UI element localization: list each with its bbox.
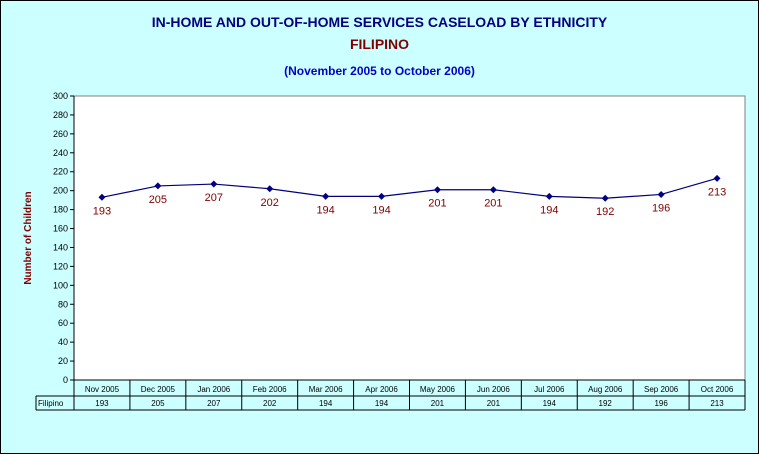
- data-point: [545, 192, 553, 200]
- x-tick-label: Jul 2006: [534, 385, 565, 394]
- table-value: 193: [95, 399, 109, 408]
- y-axis-label: Number of Children: [23, 191, 34, 284]
- y-tick-label: 260: [53, 129, 68, 139]
- data-label: 201: [428, 198, 446, 210]
- x-tick-label: Dec 2005: [141, 385, 176, 394]
- data-point: [433, 186, 441, 194]
- chart-period: (November 2005 to October 2006): [284, 64, 475, 78]
- data-point: [489, 186, 497, 194]
- table-value: 202: [263, 399, 277, 408]
- x-tick-label: Aug 2006: [588, 385, 623, 394]
- y-tick-label: 120: [53, 261, 68, 271]
- data-point: [154, 182, 162, 190]
- table-value: 196: [654, 399, 668, 408]
- y-tick-label: 0: [63, 375, 68, 385]
- data-point: [657, 190, 665, 198]
- x-tick-label: Jan 2006: [197, 385, 230, 394]
- table-value: 201: [431, 399, 445, 408]
- data-label: 193: [93, 205, 111, 217]
- data-label: 205: [149, 194, 167, 206]
- data-point: [266, 185, 274, 193]
- x-tick-label: Nov 2005: [85, 385, 120, 394]
- x-tick-label: May 2006: [420, 385, 456, 394]
- data-label: 194: [540, 204, 558, 216]
- chart-title: IN-HOME AND OUT-OF-HOME SERVICES CASELOA…: [151, 14, 608, 30]
- x-tick-label: Feb 2006: [253, 385, 287, 394]
- data-label: 207: [205, 192, 223, 204]
- table-series-name: Filipino: [38, 399, 64, 408]
- data-label: 202: [261, 197, 279, 209]
- y-tick-label: 60: [58, 318, 68, 328]
- x-tick-label: Mar 2006: [309, 385, 343, 394]
- table-value: 194: [319, 399, 333, 408]
- data-point: [713, 174, 721, 182]
- x-tick-label: Oct 2006: [701, 385, 734, 394]
- x-tick-label: Apr 2006: [365, 385, 398, 394]
- y-tick-label: 160: [53, 224, 68, 234]
- data-label: 201: [484, 198, 502, 210]
- table-value: 213: [710, 399, 724, 408]
- data-point: [378, 192, 386, 200]
- table-value: 192: [599, 399, 613, 408]
- table-value: 205: [151, 399, 165, 408]
- table-value: 207: [207, 399, 221, 408]
- y-tick-label: 140: [53, 242, 68, 252]
- y-tick-label: 180: [53, 205, 68, 215]
- y-tick-label: 80: [58, 299, 68, 309]
- data-point: [98, 193, 106, 201]
- table-value: 201: [487, 399, 501, 408]
- x-tick-label: Sep 2006: [644, 385, 679, 394]
- y-tick-label: 240: [53, 148, 68, 158]
- y-tick-label: 300: [53, 91, 68, 101]
- data-label: 196: [652, 202, 670, 214]
- data-label: 192: [596, 206, 614, 218]
- data-label: 194: [372, 204, 390, 216]
- data-label: 213: [708, 186, 726, 198]
- table-value: 194: [375, 399, 389, 408]
- y-tick-label: 200: [53, 186, 68, 196]
- plot-area: [73, 95, 746, 381]
- y-tick-label: 280: [53, 110, 68, 120]
- y-tick-label: 20: [58, 356, 68, 366]
- series-line: [101, 177, 718, 199]
- x-tick-label: Jun 2006: [477, 385, 510, 394]
- data-label: 194: [316, 204, 334, 216]
- data-point: [601, 194, 609, 202]
- chart-subtitle: FILIPINO: [349, 36, 410, 52]
- y-tick-label: 220: [53, 167, 68, 177]
- data-point: [210, 180, 218, 188]
- y-tick-label: 100: [53, 280, 68, 290]
- table-value: 194: [543, 399, 557, 408]
- data-point: [322, 192, 330, 200]
- y-tick-label: 40: [58, 337, 68, 347]
